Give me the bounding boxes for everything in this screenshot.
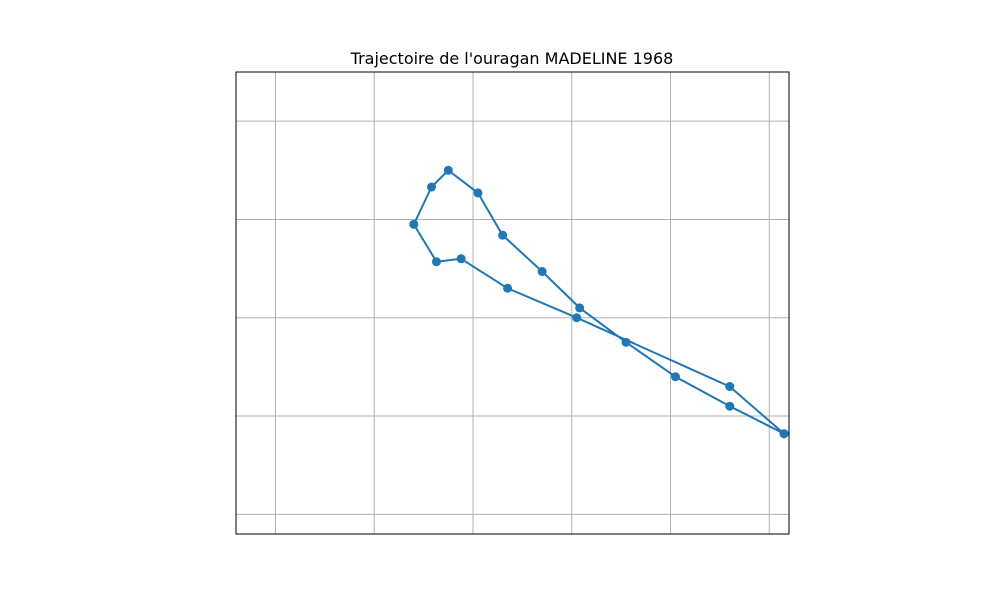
- track-point-10: [409, 219, 419, 229]
- track-point-1: [725, 401, 735, 411]
- track-point-11: [431, 257, 441, 267]
- plot-frame: [235, 71, 790, 535]
- track-point-9: [427, 182, 437, 192]
- track-point-16: [779, 429, 789, 439]
- track-point-12: [456, 254, 466, 264]
- track-point-5: [537, 267, 547, 277]
- series-track: [412, 169, 785, 435]
- track-point-8: [443, 165, 453, 175]
- track-point-14: [572, 313, 582, 323]
- track-point-4: [575, 303, 585, 313]
- track-point-6: [498, 230, 508, 240]
- series-line-0: [412, 169, 785, 435]
- chart-title: Trajectoire de l'ouragan MADELINE 1968: [350, 49, 674, 68]
- track-point-15: [725, 382, 735, 392]
- track-point-7: [473, 188, 483, 198]
- grid-lines: [236, 72, 789, 534]
- track-point-13: [503, 283, 513, 293]
- series-points: [409, 165, 789, 439]
- track-point-3: [621, 337, 631, 347]
- track-point-2: [670, 372, 680, 382]
